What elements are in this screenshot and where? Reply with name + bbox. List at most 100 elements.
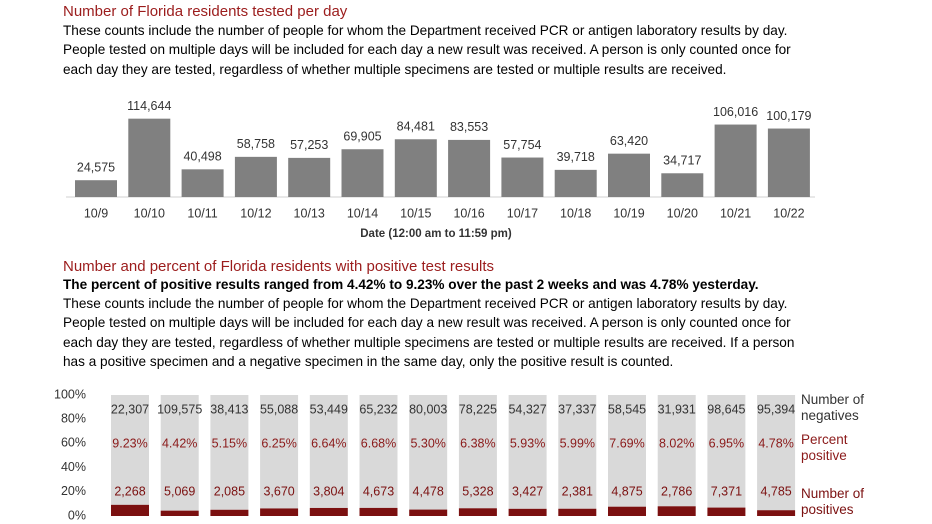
negatives-label: 80,003 bbox=[409, 402, 447, 416]
negatives-bar bbox=[757, 395, 796, 511]
percent-label: 6.25% bbox=[261, 436, 296, 450]
positives-label: 3,804 bbox=[313, 484, 344, 498]
negatives-bar bbox=[359, 395, 398, 508]
negatives-label: 95,394 bbox=[757, 402, 795, 416]
description-line: has a positive specimen and a negative s… bbox=[63, 353, 674, 369]
positives-bar bbox=[210, 509, 249, 516]
bar bbox=[661, 173, 704, 197]
negatives-bar bbox=[657, 395, 696, 507]
bar bbox=[234, 156, 277, 197]
x-tick-label: 10/20 bbox=[667, 206, 698, 220]
value-label: 40,498 bbox=[183, 150, 221, 164]
description-line: each day they are tested, regardless of … bbox=[63, 61, 727, 77]
bar bbox=[501, 157, 544, 197]
percent-label: 5.93% bbox=[510, 436, 545, 450]
bar bbox=[394, 139, 437, 197]
chart-title: Number and percent of Florida residents … bbox=[63, 258, 495, 275]
value-label: 58,758 bbox=[237, 137, 275, 151]
negatives-bar bbox=[160, 395, 199, 511]
positives-bar bbox=[458, 508, 497, 516]
value-label: 114,644 bbox=[127, 99, 171, 113]
y-tick-label: 0% bbox=[68, 508, 86, 522]
positives-label: 3,670 bbox=[263, 484, 294, 498]
percent-label: 5.99% bbox=[560, 436, 595, 450]
bar bbox=[714, 124, 757, 197]
positives-bar bbox=[260, 508, 299, 516]
positives-bar bbox=[111, 504, 149, 516]
negatives-bar bbox=[210, 395, 249, 510]
positives-bar bbox=[757, 510, 796, 516]
positives-label: 5,069 bbox=[164, 484, 195, 498]
negatives-label: 31,931 bbox=[658, 402, 696, 416]
negatives-label: 22,307 bbox=[111, 402, 149, 416]
negatives-label: 55,088 bbox=[260, 402, 298, 416]
negatives-label: 37,337 bbox=[558, 402, 596, 416]
percent-label: 6.95% bbox=[709, 436, 744, 450]
x-tick-label: 10/10 bbox=[134, 206, 165, 220]
positives-label: 2,381 bbox=[562, 484, 593, 498]
negatives-bar bbox=[558, 395, 597, 509]
percent-label: 4.42% bbox=[162, 436, 197, 450]
x-tick-label: 10/21 bbox=[720, 206, 751, 220]
percent-label: 6.68% bbox=[361, 436, 396, 450]
description-line: These counts include the number of peopl… bbox=[63, 296, 788, 311]
description-line: each day they are tested, regardless of … bbox=[63, 334, 795, 350]
value-label: 24,575 bbox=[77, 161, 115, 175]
negatives-label: 54,327 bbox=[508, 402, 546, 416]
positives-bar bbox=[558, 508, 597, 516]
positives-label: 4,875 bbox=[611, 484, 642, 498]
x-tick-label: 10/22 bbox=[773, 206, 804, 220]
legend-negatives: Number of negatives bbox=[801, 392, 865, 423]
value-label: 69,905 bbox=[343, 130, 381, 144]
percent-label: 8.02% bbox=[659, 436, 694, 450]
negatives-label: 98,645 bbox=[707, 402, 745, 416]
negatives-bar bbox=[260, 395, 299, 509]
bar bbox=[767, 128, 810, 197]
x-tick-label: 10/15 bbox=[400, 206, 431, 220]
description-line: These counts include the number of peopl… bbox=[63, 23, 788, 38]
value-label: 39,718 bbox=[557, 150, 595, 164]
negatives-bar bbox=[309, 395, 348, 508]
negatives-label: 38,413 bbox=[210, 402, 248, 416]
value-label: 57,754 bbox=[503, 138, 541, 152]
positives-label: 3,427 bbox=[512, 484, 543, 498]
value-label: 57,253 bbox=[290, 138, 328, 152]
x-tick-label: 10/13 bbox=[294, 206, 325, 220]
negatives-bar bbox=[458, 395, 497, 509]
positives-label: 4,478 bbox=[413, 484, 444, 498]
percent-label: 6.64% bbox=[311, 436, 346, 450]
positives-label: 2,268 bbox=[114, 484, 145, 498]
percent-label: 4.78% bbox=[758, 436, 793, 450]
positives-bar bbox=[508, 508, 547, 516]
value-label: 83,553 bbox=[450, 120, 488, 134]
negatives-bar bbox=[409, 395, 448, 510]
y-tick-label: 100% bbox=[54, 387, 86, 401]
x-tick-label: 10/9 bbox=[84, 206, 108, 220]
positives-bar bbox=[359, 507, 398, 516]
x-tick-label: 10/19 bbox=[613, 206, 644, 220]
y-tick-label: 60% bbox=[61, 436, 86, 450]
positives-label: 4,673 bbox=[363, 484, 394, 498]
bar bbox=[448, 139, 491, 197]
bar bbox=[341, 149, 384, 197]
positives-label: 2,786 bbox=[661, 484, 692, 498]
x-tick-label: 10/14 bbox=[347, 206, 378, 220]
positives-bar bbox=[608, 506, 646, 516]
negatives-label: 58,545 bbox=[608, 402, 646, 416]
y-tick-label: 40% bbox=[61, 460, 86, 474]
chart-title: Number of Florida residents tested per d… bbox=[63, 3, 348, 20]
value-label: 34,717 bbox=[663, 154, 701, 168]
x-tick-label: 10/17 bbox=[507, 206, 538, 220]
percent-label: 7.69% bbox=[609, 436, 644, 450]
bar bbox=[608, 153, 650, 197]
value-label: 84,481 bbox=[397, 120, 435, 134]
bar bbox=[181, 169, 224, 197]
positives-label: 7,371 bbox=[711, 484, 742, 498]
x-tick-label: 10/16 bbox=[453, 206, 484, 220]
chart-subtitle: The percent of positive results ranged f… bbox=[63, 277, 759, 292]
bar bbox=[288, 157, 331, 197]
bar bbox=[554, 169, 597, 197]
y-tick-label: 80% bbox=[61, 411, 86, 425]
